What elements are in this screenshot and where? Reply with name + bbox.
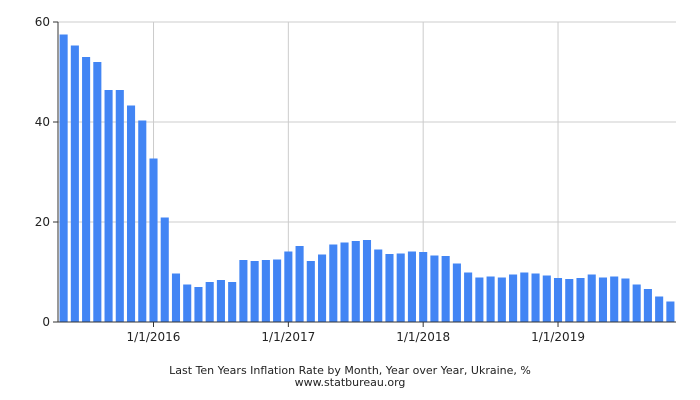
- bar-2015-10: [115, 90, 124, 322]
- y-tick-label: 0: [42, 315, 50, 329]
- bar-2018-02: [430, 255, 439, 322]
- bar-2017-10: [385, 254, 394, 322]
- bar-2017-11: [396, 253, 405, 322]
- x-tick-label: 1/1/2017: [261, 330, 315, 344]
- bar-2016-10: [250, 261, 259, 322]
- x-tick-label: 1/1/2016: [127, 330, 181, 344]
- bar-2015-07: [82, 57, 91, 322]
- y-axis-ticks: 0 20 40 60: [35, 15, 58, 329]
- bar-2017-12: [407, 251, 416, 322]
- bar-2019-01: [553, 278, 563, 322]
- bar-2017-03: [306, 261, 315, 322]
- bar-2015-11: [126, 105, 136, 322]
- bar-2016-04: [183, 284, 192, 322]
- bar-2019-04: [587, 274, 596, 322]
- bar-2016-12: [273, 259, 282, 322]
- bar-2015-06: [70, 45, 79, 322]
- chart-title: Last Ten Years Inflation Rate by Month, …: [169, 364, 531, 377]
- y-tick-label: 40: [35, 115, 50, 129]
- y-tick-label: 20: [35, 215, 50, 229]
- bar-2016-11: [261, 260, 270, 322]
- bar-2016-08: [228, 282, 237, 322]
- bar-2017-08: [362, 240, 372, 322]
- bar-2015-09: [104, 90, 113, 322]
- bar-2019-11: [666, 301, 675, 322]
- bar-2018-08: [497, 277, 506, 322]
- bar-2017-05: [329, 244, 338, 322]
- bar-2018-03: [441, 256, 450, 322]
- bar-2018-12: [542, 275, 551, 322]
- x-tick-label: 1/1/2019: [531, 330, 585, 344]
- bar-2018-11: [531, 273, 540, 322]
- bar-2017-02: [295, 246, 304, 322]
- bar-2016-07: [216, 280, 225, 322]
- bar-2019-06: [610, 276, 619, 322]
- bar-2019-03: [576, 278, 585, 322]
- bar-2018-10: [520, 272, 529, 322]
- bar-2015-08: [93, 62, 102, 322]
- bar-2017-01: [284, 251, 293, 322]
- y-tick-label: 60: [35, 15, 50, 29]
- bar-2016-09: [239, 260, 248, 322]
- x-tick-label: 1/1/2018: [396, 330, 450, 344]
- bar-2015-05: [59, 34, 68, 322]
- bar-2018-05: [464, 272, 473, 322]
- bar-2017-06: [340, 242, 349, 322]
- bar-2019-10: [655, 296, 664, 322]
- chart-source: www.statbureau.org: [294, 376, 406, 389]
- bar-2016-01: [149, 158, 158, 322]
- bar-2017-07: [351, 241, 360, 322]
- bar-2016-03: [171, 273, 181, 322]
- bar-2017-04: [318, 254, 327, 322]
- x-axis-ticks: 1/1/2016 1/1/2017 1/1/2018 1/1/2019: [127, 322, 585, 344]
- bar-2019-05: [598, 277, 608, 322]
- bar-2019-02: [565, 279, 574, 322]
- bar-series: [59, 34, 675, 322]
- bar-2016-02: [160, 217, 169, 322]
- bar-2016-06: [205, 282, 214, 322]
- bar-2019-09: [643, 289, 652, 322]
- bar-2019-08: [632, 284, 641, 322]
- bar-2018-01: [419, 252, 428, 322]
- bar-2016-05: [194, 287, 203, 322]
- bar-2015-12: [138, 120, 147, 322]
- bar-2017-09: [374, 249, 383, 322]
- bar-2018-04: [452, 263, 461, 322]
- bar-2018-07: [486, 276, 495, 322]
- bar-2018-06: [475, 277, 484, 322]
- bar-2019-07: [621, 278, 630, 322]
- bar-2018-09: [509, 274, 518, 322]
